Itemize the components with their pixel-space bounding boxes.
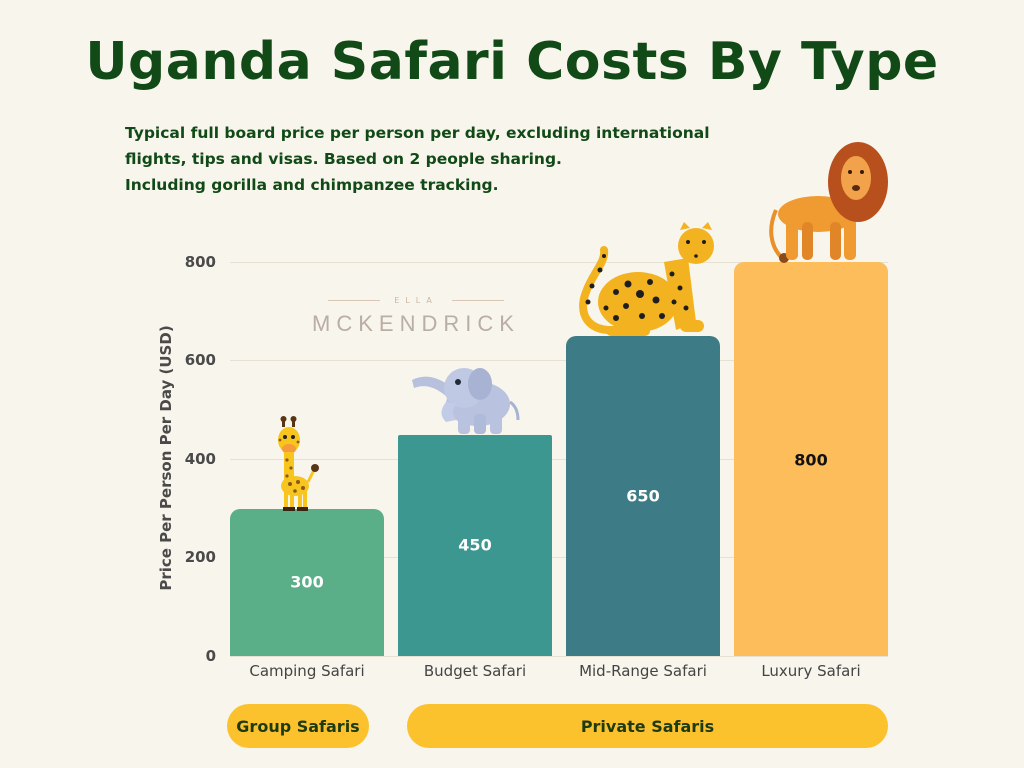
watermark-top-text: ELLA: [394, 296, 438, 305]
x-tick: Camping Safari: [249, 662, 365, 680]
divider: [451, 300, 504, 301]
chart-subtitle: Typical full board price per person per …: [125, 120, 765, 198]
bar-luxury-safari: 800: [734, 262, 888, 656]
y-axis-label: Price Per Person Per Day (USD): [157, 325, 175, 591]
gridline: [230, 459, 888, 460]
bar-value-label: 650: [626, 486, 660, 506]
y-tick: 200: [184, 548, 216, 566]
elephant-icon: [412, 368, 520, 434]
y-tick: 0: [205, 647, 216, 665]
gridline: [230, 360, 888, 361]
y-tick: 400: [184, 450, 216, 468]
x-tick: Luxury Safari: [761, 662, 861, 680]
bar-camping-safari: 300: [230, 509, 384, 656]
x-tick: Mid-Range Safari: [579, 662, 707, 680]
subtitle-line: Including gorilla and chimpanzee trackin…: [125, 176, 499, 194]
lion-icon: [769, 142, 888, 263]
bar-mid-range-safari: 650: [566, 336, 720, 656]
subtitle-line: Typical full board price per person per …: [125, 124, 710, 142]
gridline: [230, 262, 888, 263]
bar-budget-safari: 450: [398, 435, 552, 656]
gridline: [230, 656, 888, 657]
private-safaris-pill: Private Safaris: [407, 704, 888, 748]
divider: [328, 300, 381, 301]
group-safaris-pill: Group Safaris: [227, 704, 369, 748]
giraffe-icon: [278, 416, 319, 511]
gridline: [230, 557, 888, 558]
chart-title: Uganda Safari Costs By Type: [85, 32, 939, 92]
subtitle-line: flights, tips and visas. Based on 2 peop…: [125, 150, 562, 168]
y-tick: 800: [184, 253, 216, 271]
bar-value-label: 800: [794, 450, 828, 470]
bar-value-label: 300: [290, 572, 324, 592]
bar-value-label: 450: [458, 535, 492, 555]
x-tick: Budget Safari: [423, 662, 527, 680]
watermark-logo: ELLA MCKENDRICK: [300, 296, 532, 337]
watermark-main-text: MCKENDRICK: [312, 311, 520, 336]
leopard-icon: [579, 222, 714, 336]
y-tick: 600: [184, 351, 216, 369]
